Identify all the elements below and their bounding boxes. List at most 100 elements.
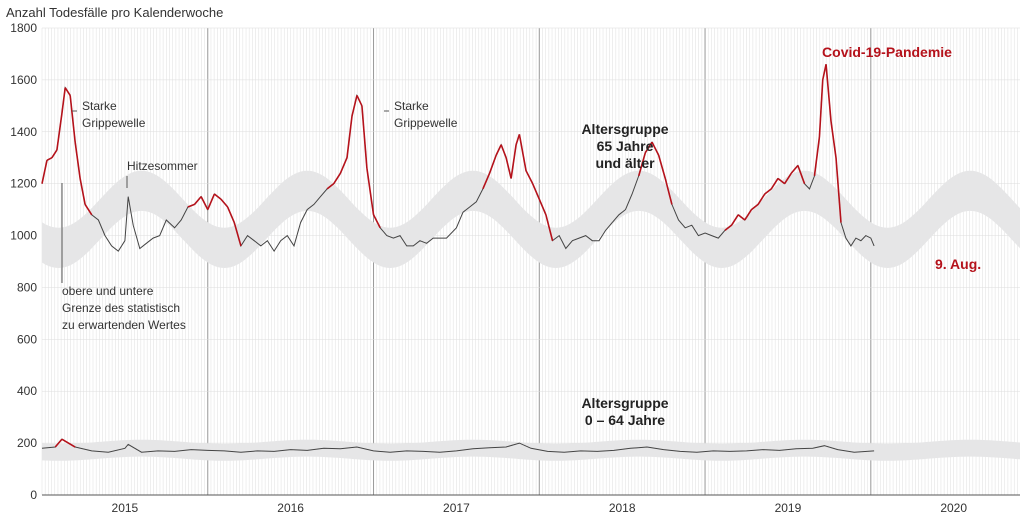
series-line-younger [41, 438, 875, 453]
excess-segment [346, 116, 353, 158]
excess-segment [61, 87, 67, 114]
excess-segment [187, 203, 195, 208]
excess-segment [74, 142, 81, 179]
excess-segment [777, 177, 786, 185]
excess-segment [372, 214, 381, 229]
excess-segment [538, 198, 547, 216]
excess-segment [207, 193, 216, 210]
excess-segment [783, 172, 792, 185]
band-older [42, 170, 1020, 268]
excess-segment [200, 196, 209, 210]
annotation-grippewelle-2: Grippewelle [394, 116, 458, 130]
excess-segment [226, 206, 236, 223]
excess-segment [730, 214, 739, 226]
excess-segment [515, 134, 521, 145]
label-last-date: 9. Aug. [935, 256, 981, 272]
excess-segment [637, 152, 647, 177]
band-younger [42, 439, 1020, 461]
excess-segment [518, 134, 527, 171]
annotation-grippewelle-1: Grippewelle [82, 116, 146, 130]
annotation-hitzesommer: Hitzesommer [127, 159, 198, 173]
y-tick-label: 1200 [10, 177, 37, 191]
excess-segment [79, 178, 86, 205]
excess-segment [233, 222, 242, 247]
x-tick-label: 2017 [443, 501, 470, 515]
excess-segment [830, 121, 837, 158]
y-tick-label: 600 [17, 332, 37, 346]
excess-segment [488, 154, 497, 174]
y-tick-label: 200 [17, 436, 37, 450]
excess-segment [69, 95, 76, 143]
excess-segment [757, 193, 766, 205]
excess-segment [657, 154, 667, 179]
excess-segment [356, 95, 363, 107]
excess-segment [339, 157, 348, 174]
y-tick-label: 1000 [10, 229, 37, 243]
y-tick-label: 1600 [10, 73, 37, 87]
excess-segment [361, 105, 368, 169]
y-tick-label: 400 [17, 384, 37, 398]
excess-segment [770, 178, 779, 190]
y-tick-label: 1800 [10, 21, 37, 35]
y-tick-label: 1400 [10, 125, 37, 139]
excess-segment [505, 157, 512, 179]
label-covid: Covid-19-Pandemie [822, 44, 952, 60]
excess-segment [213, 193, 222, 200]
excess-segment [813, 136, 821, 176]
excess-segment [825, 64, 832, 122]
excess-segment [500, 144, 507, 159]
label-older-line2: 65 Jahre [597, 138, 654, 154]
excess-segment [664, 178, 673, 205]
y-tick-label: 0 [30, 488, 37, 502]
expected-range-bands [42, 170, 1020, 461]
excess-segment [744, 209, 753, 221]
excess-segment [531, 183, 541, 200]
excess-segment [193, 196, 202, 205]
label-younger-line2: 0 – 64 Jahre [585, 412, 665, 428]
annotation-band-line1: obere und untere [62, 284, 154, 298]
excess-segment [56, 113, 63, 151]
excess-segment [51, 149, 58, 159]
annotation-starke-2: Starke [394, 99, 429, 113]
excess-segment [54, 438, 63, 448]
label-older-line3: und älter [595, 155, 655, 171]
excess-segment [64, 87, 71, 96]
excess-segment [545, 214, 554, 241]
label-older-line1: Altersgruppe [581, 121, 668, 137]
excess-segment [482, 172, 491, 190]
excess-segment [737, 214, 746, 221]
y-axis-title: Anzahl Todesfälle pro Kalenderwoche [6, 5, 223, 20]
excess-segment [84, 203, 93, 216]
excess-segment [220, 198, 229, 208]
excess-segment [351, 95, 358, 117]
excess-segment [724, 224, 733, 231]
x-tick-label: 2019 [775, 501, 802, 515]
x-tick-label: 2015 [112, 501, 139, 515]
excess-segment [326, 183, 335, 190]
excess-segment [510, 144, 517, 179]
excess-segment [61, 438, 76, 448]
excess-segment [333, 172, 342, 185]
excess-segment [495, 144, 502, 156]
excess-segment [818, 79, 824, 138]
label-younger-line1: Altersgruppe [581, 395, 668, 411]
excess-segment [835, 157, 842, 223]
excess-segment [525, 170, 534, 185]
x-tick-label: 2018 [609, 501, 636, 515]
excess-segment [651, 141, 660, 156]
x-axis: 2015 2016 2017 2018 2019 2020 [112, 501, 968, 515]
y-axis: 0 200 400 600 800 1000 1200 1400 1600 1800 [10, 21, 1020, 502]
excess-segment [366, 167, 375, 215]
excess-segment [797, 165, 806, 184]
excess-segment [46, 157, 53, 162]
y-tick-label: 800 [17, 280, 37, 294]
excess-segment [750, 203, 759, 211]
annotation-starke-1: Starke [82, 99, 117, 113]
annotation-band-line3: zu erwartenden Wertes [62, 318, 186, 332]
excess-segment [764, 188, 772, 195]
x-tick-label: 2016 [277, 501, 304, 515]
excess-segment [41, 160, 48, 184]
x-tick-label: 2020 [940, 501, 967, 515]
excess-segment [790, 164, 799, 174]
